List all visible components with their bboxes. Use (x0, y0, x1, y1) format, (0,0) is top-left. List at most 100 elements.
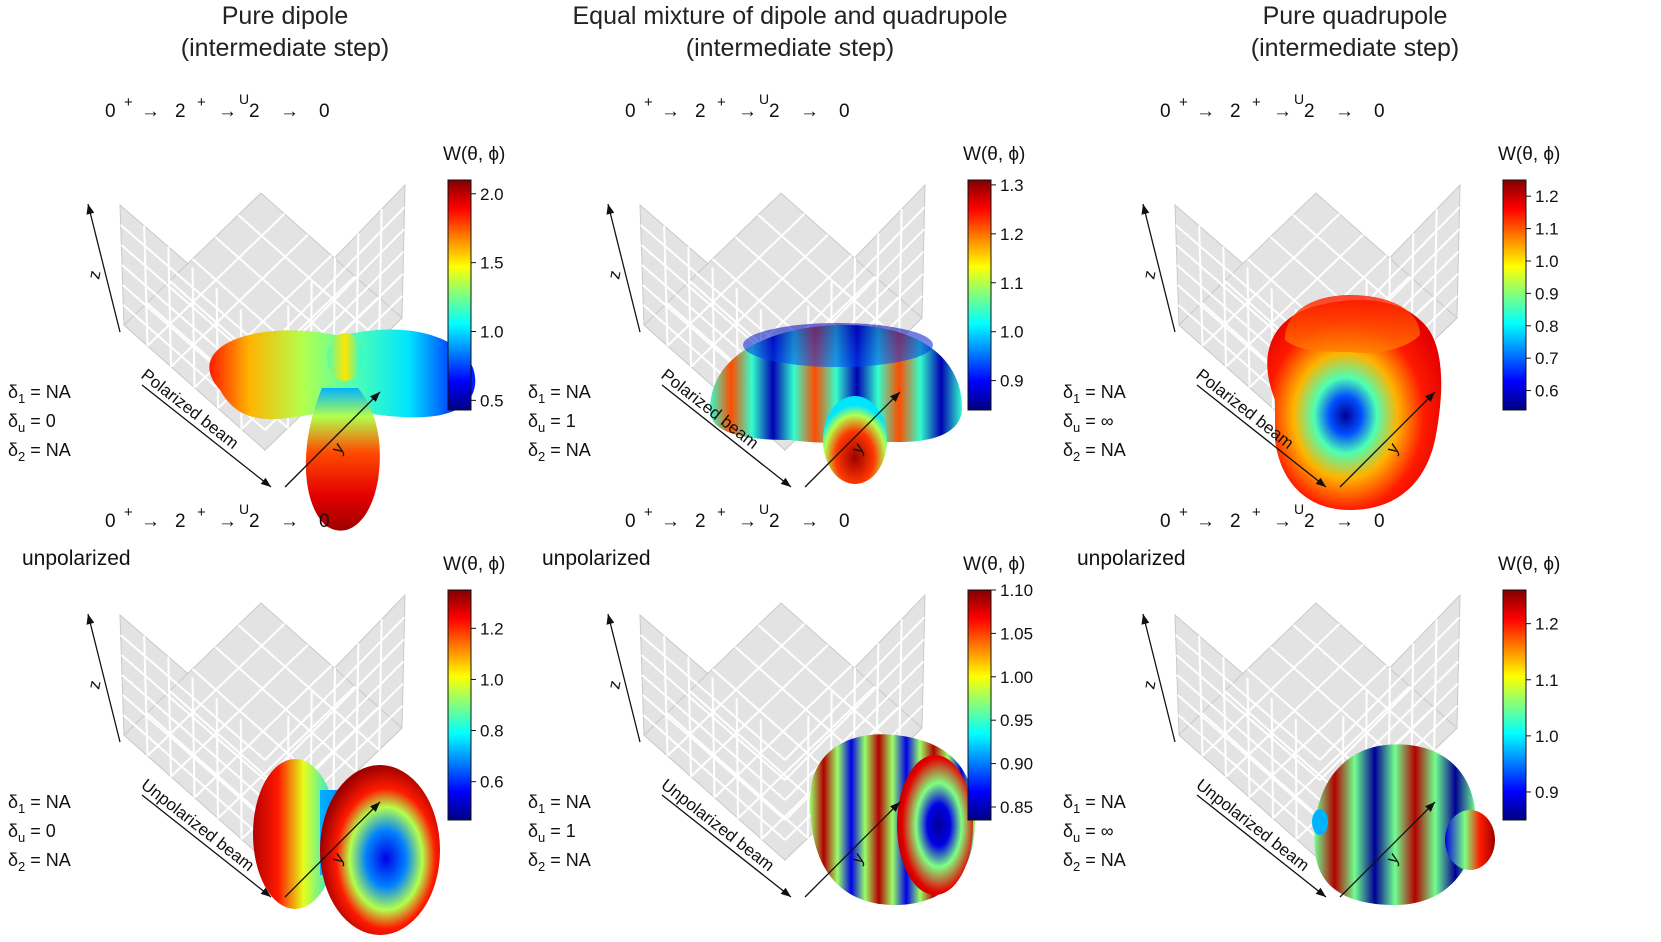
transition-label: 0 + → 2 + → 2 → 0 (105, 94, 330, 122)
transition-a1: → (1196, 511, 1215, 532)
surface-top-cap (743, 323, 933, 367)
delta-subscript: 2 (18, 449, 25, 464)
transition-a2: → (218, 101, 237, 122)
unpolarized-label: unpolarized (1077, 547, 1186, 570)
delta-labels: δ1 = NA δu = 1 δ2 = NA (528, 382, 591, 464)
delta-subscript: 2 (1073, 859, 1080, 874)
transition-u-label: U (239, 501, 249, 517)
transition-a1: → (141, 101, 160, 122)
delta-symbol: δ (528, 850, 538, 870)
delta-delta2: δ2 = NA (528, 850, 591, 874)
delta-equals: = (25, 850, 46, 870)
transition-s3: 0 (839, 101, 850, 122)
z-axis-arrow (1141, 613, 1176, 743)
delta-deltau: δu = 0 (8, 821, 56, 845)
delta-equals: = (1080, 792, 1101, 812)
surface-body (1314, 744, 1476, 905)
delta-equals: = (1080, 382, 1101, 402)
transition-label: 0 + → 2 + → 2 → 0 (625, 504, 850, 532)
transition-s2: 2 (1304, 511, 1315, 532)
z-axis-arrow (606, 613, 641, 743)
colorbar-tick-label: 1.00 (1000, 668, 1033, 687)
delta-equals: = (1080, 411, 1101, 431)
delta-equals: = (25, 792, 46, 812)
colorbar: 1.10 1.05 1.00 0.95 0.90 0.85 (967, 581, 1033, 821)
legend-title: W(θ, ϕ) (963, 144, 1025, 165)
delta-value: NA (566, 440, 591, 460)
legend-title: W(θ, ϕ) (963, 554, 1025, 575)
surface-mix_pol (710, 323, 963, 484)
transition-p0: + (124, 94, 133, 111)
delta-value: NA (46, 792, 71, 812)
colorbar-tick-label: 1.1 (1535, 671, 1559, 690)
z-axis-label: z (84, 269, 104, 281)
z-axis-label: z (1139, 679, 1159, 691)
delta-delta1: δ1 = NA (1063, 792, 1126, 816)
delta-subscript: 1 (538, 801, 545, 816)
delta-subscript: u (18, 420, 25, 435)
delta-symbol: δ (1063, 792, 1073, 812)
colorbar-tick-label: 1.3 (1000, 176, 1024, 195)
surface-dipole_pol (209, 329, 476, 531)
surface-lobe-bottom (305, 388, 380, 531)
z-axis-arrow (1141, 203, 1176, 333)
colorbar: 1.2 1.1 1.0 0.9 0.8 0.7 0.6 (1502, 179, 1559, 411)
delta-subscript: 1 (18, 391, 25, 406)
transition-a3: → (800, 101, 819, 122)
transition-label: 0 + → 2 + → 2 → 0 (1160, 94, 1385, 122)
delta-symbol: δ (528, 411, 538, 431)
y-axis-arrow (1339, 801, 1436, 898)
transition-s1: 2 (1230, 511, 1241, 532)
delta-subscript: u (18, 830, 25, 845)
transition-p1: + (1252, 94, 1261, 111)
unpolarized-label: unpolarized (542, 547, 651, 570)
transition-s0: 0 (105, 511, 116, 532)
delta-delta2: δ2 = NA (1063, 850, 1126, 874)
surface-lobe-right (320, 765, 440, 935)
colorbar-tick-label: 1.2 (1000, 225, 1024, 244)
delta-subscript: 2 (538, 859, 545, 874)
z-axis-label: z (604, 269, 624, 281)
surface-lobe-front (823, 396, 887, 484)
delta-symbol: δ (8, 792, 18, 812)
delta-equals: = (545, 382, 566, 402)
delta-equals: = (545, 850, 566, 870)
delta-delta2: δ2 = NA (528, 440, 591, 464)
column-title-line2: (intermediate step) (685, 34, 895, 62)
legend-title: W(θ, ϕ) (1498, 554, 1560, 575)
delta-symbol: δ (1063, 850, 1073, 870)
transition-s1: 2 (1230, 101, 1241, 122)
transition-a1: → (661, 511, 680, 532)
delta-deltau: δu = 1 (528, 411, 576, 435)
y-axis-arrow (804, 801, 901, 898)
transition-a3: → (800, 511, 819, 532)
colorbar-tick-label: 1.1 (1000, 274, 1024, 293)
delta-equals: = (1080, 850, 1101, 870)
column-title-mixture: Equal mixture of dipole and quadrupole (… (540, 0, 1040, 64)
transition-a2: → (218, 511, 237, 532)
z-axis-arrow (606, 203, 641, 333)
column-title-line2: (intermediate step) (180, 34, 390, 62)
column-title-quadrupole: Pure quadrupole (intermediate step) (1200, 0, 1510, 64)
colorbar-tick-label: 0.9 (1535, 783, 1559, 802)
colorbar-tick-label: 1.2 (480, 619, 504, 638)
delta-value: NA (566, 382, 591, 402)
delta-symbol: δ (1063, 440, 1073, 460)
legend-title: W(θ, ϕ) (1498, 144, 1560, 165)
delta-subscript: 1 (1073, 391, 1080, 406)
delta-subscript: 2 (1073, 449, 1080, 464)
transition-u-label: U (759, 91, 769, 107)
colorbar-gradient (1502, 179, 1527, 411)
colorbar-tick-label: 0.90 (1000, 755, 1033, 774)
beam-axis-arrow (141, 794, 272, 898)
transition-p0: + (644, 94, 653, 111)
delta-subscript: 1 (538, 391, 545, 406)
delta-value: 0 (46, 821, 56, 841)
delta-deltau: δu = 1 (528, 821, 576, 845)
